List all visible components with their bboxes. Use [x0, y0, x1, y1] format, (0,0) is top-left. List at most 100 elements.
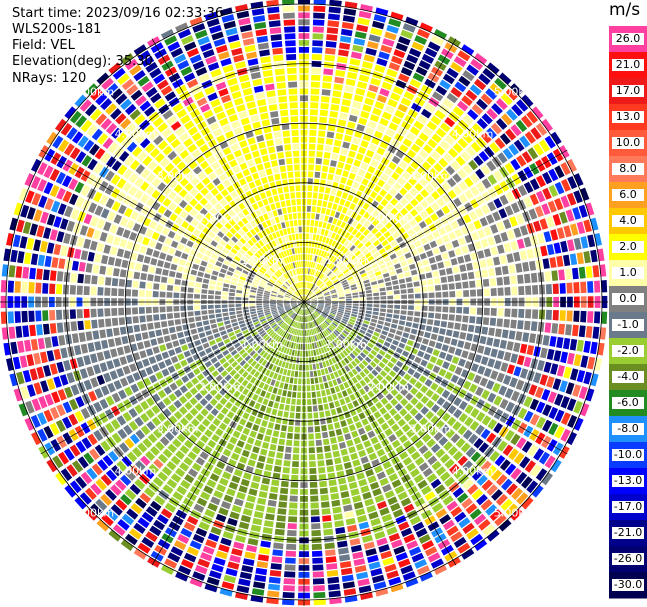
- velocity-gate: [272, 365, 277, 372]
- velocity-gate: [122, 182, 132, 193]
- velocity-gate: [576, 221, 586, 234]
- velocity-gate: [162, 109, 174, 120]
- velocity-gate: [504, 287, 511, 296]
- velocity-gate: [414, 182, 424, 192]
- velocity-gate: [417, 166, 427, 176]
- velocity-gate: [270, 563, 282, 570]
- velocity-gate: [209, 207, 218, 216]
- velocity-gate: [309, 474, 317, 481]
- velocity-gate: [430, 179, 440, 189]
- velocity-gate: [237, 211, 245, 219]
- velocity-gate: [189, 187, 199, 197]
- velocity-gate: [322, 522, 333, 529]
- velocity-gate: [281, 474, 290, 481]
- velocity-gate: [224, 279, 231, 284]
- velocity-gate: [24, 173, 35, 187]
- velocity-gate: [174, 172, 184, 182]
- velocity-gate: [236, 345, 243, 352]
- velocity-gate: [359, 256, 366, 263]
- velocity-gate: [19, 355, 28, 368]
- velocity-gate: [118, 307, 125, 316]
- velocity-gate: [291, 297, 297, 300]
- velocity-gate: [309, 130, 317, 136]
- velocity-gate: [388, 122, 399, 131]
- velocity-gate: [319, 333, 324, 339]
- velocity-gate: [314, 288, 320, 293]
- velocity-gate: [315, 310, 321, 315]
- velocity-gate: [57, 203, 67, 215]
- velocity-gate: [412, 72, 425, 83]
- velocity-gate: [208, 423, 217, 432]
- velocity-gate: [174, 389, 183, 398]
- velocity-gate: [365, 127, 375, 136]
- velocity-gate: [327, 395, 333, 402]
- velocity-gate: [394, 295, 401, 300]
- velocity-gate: [160, 29, 175, 40]
- velocity-gate: [314, 311, 320, 316]
- velocity-gate: [147, 322, 154, 330]
- velocity-gate: [260, 540, 271, 548]
- velocity-gate: [46, 378, 56, 391]
- velocity-gate: [284, 325, 290, 331]
- velocity-gate: [208, 314, 215, 319]
- velocity-gate: [414, 456, 425, 466]
- velocity-gate: [53, 216, 62, 228]
- velocity-gate: [469, 383, 478, 393]
- velocity-gate: [293, 294, 298, 298]
- velocity-gate: [447, 393, 457, 403]
- velocity-gate: [80, 119, 93, 133]
- velocity-gate: [43, 181, 54, 195]
- velocity-gate: [174, 250, 182, 258]
- velocity-gate: [279, 311, 286, 315]
- velocity-gate: [569, 253, 578, 266]
- velocity-gate: [322, 515, 332, 522]
- velocity-gate: [331, 305, 338, 308]
- velocity-gate: [398, 320, 406, 326]
- velocity-gate: [340, 148, 348, 156]
- velocity-gate: [399, 217, 408, 226]
- velocity-gate: [238, 521, 250, 530]
- velocity-gate: [273, 334, 279, 340]
- velocity-gate: [348, 371, 355, 378]
- velocity-gate: [259, 340, 266, 347]
- velocity-gate: [129, 363, 138, 373]
- velocity-gate: [264, 344, 270, 351]
- velocity-gate: [215, 428, 224, 437]
- velocity-gate: [168, 247, 176, 255]
- velocity-gate: [291, 304, 297, 307]
- velocity-gate: [315, 439, 322, 446]
- velocity-gate: [213, 265, 221, 272]
- velocity-gate: [181, 252, 189, 260]
- velocity-gate: [309, 233, 313, 240]
- velocity-gate: [145, 531, 158, 543]
- velocity-gate: [454, 228, 463, 238]
- velocity-gate: [328, 335, 333, 342]
- velocity-gate: [180, 527, 193, 538]
- velocity-gate: [139, 492, 151, 504]
- velocity-gate: [266, 260, 272, 267]
- velocity-gate: [253, 333, 260, 340]
- velocity-gate: [142, 217, 152, 227]
- velocity-gate: [442, 234, 450, 243]
- velocity-gate: [435, 342, 443, 350]
- velocity-gate: [410, 126, 420, 136]
- velocity-gate: [195, 138, 206, 148]
- velocity-gate: [363, 320, 370, 325]
- velocity-gate: [164, 162, 175, 173]
- velocity-gate: [403, 91, 415, 101]
- velocity-gate: [364, 317, 371, 322]
- velocity-gate: [451, 356, 460, 365]
- velocity-gate: [263, 292, 270, 296]
- velocity-gate: [312, 285, 317, 291]
- velocity-gate: [505, 503, 518, 516]
- velocity-gate: [279, 321, 285, 327]
- velocity-gate: [170, 355, 179, 364]
- velocity-gate: [296, 308, 300, 314]
- velocity-gate: [216, 281, 223, 287]
- velocity-gate: [542, 258, 550, 269]
- velocity-gate: [454, 81, 467, 93]
- velocity-gate: [161, 127, 173, 138]
- velocity-gate: [424, 103, 436, 113]
- velocity-gate: [69, 309, 76, 319]
- velocity-gate: [340, 420, 347, 428]
